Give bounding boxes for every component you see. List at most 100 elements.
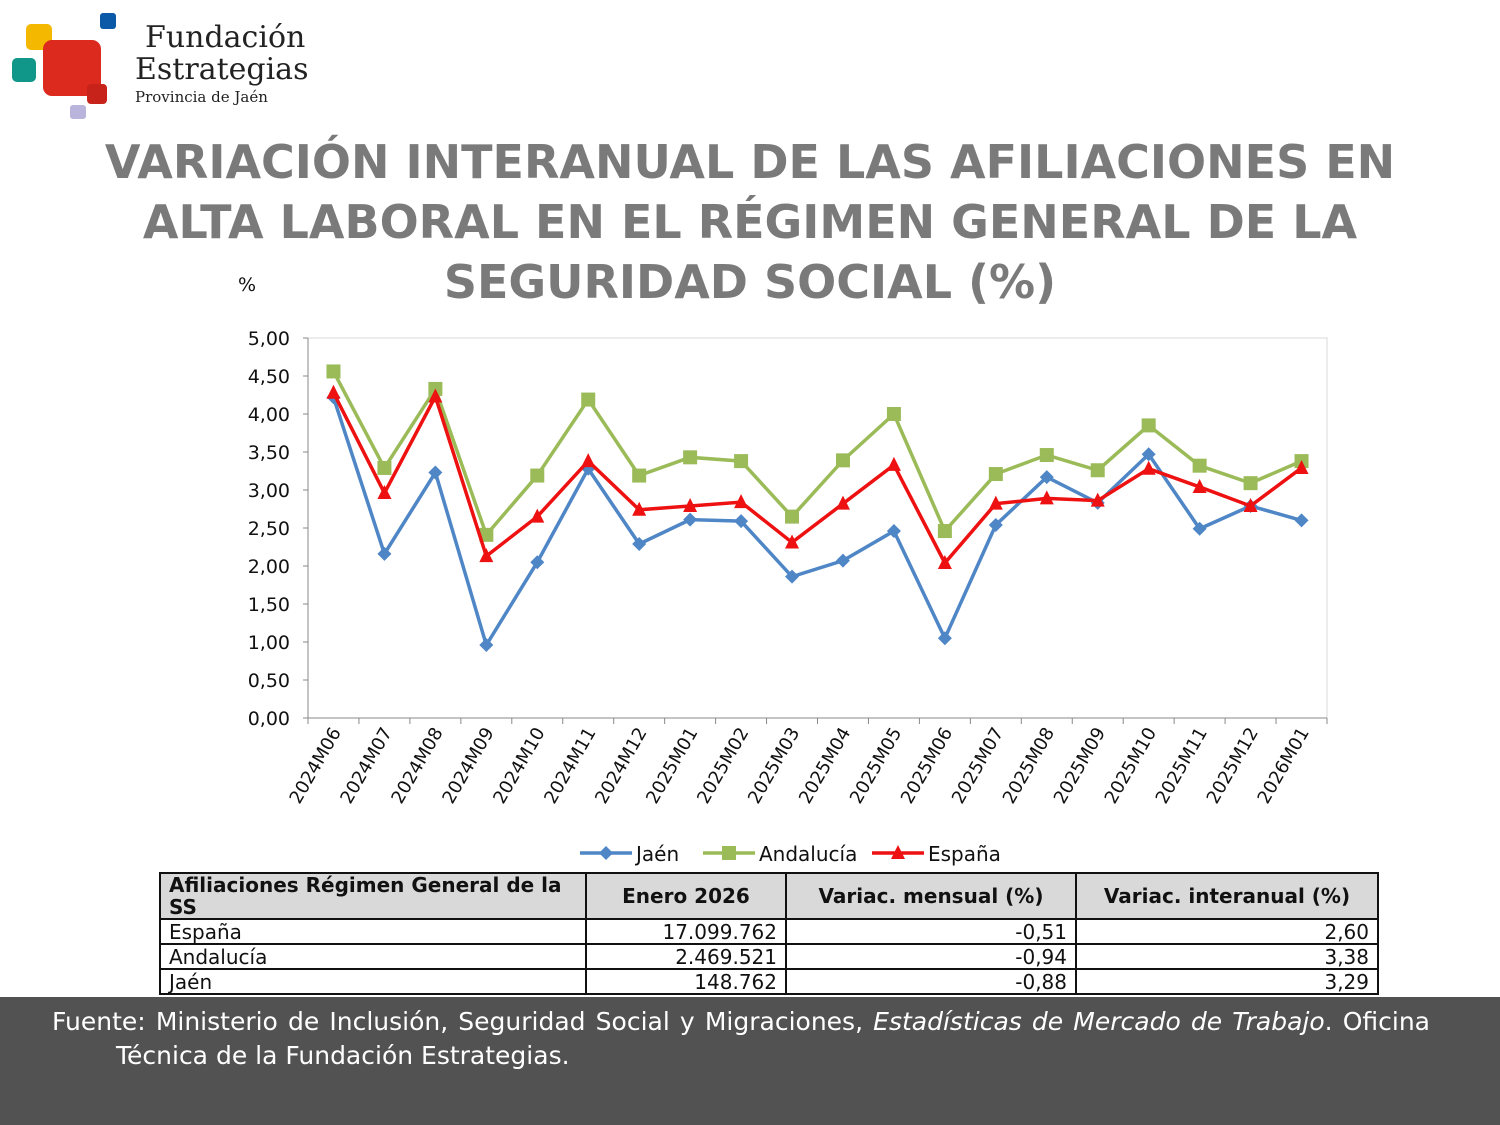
data-point-jaen	[988, 517, 1003, 532]
data-point-espana	[734, 494, 749, 509]
logo: Fundación Estrategias Provincia de Jaén	[10, 10, 310, 122]
data-point-espana	[683, 497, 698, 512]
data-point-jaen	[886, 524, 901, 539]
table-header-row: Afiliaciones Régimen General de la SS En…	[159, 872, 1379, 920]
source-suffix: . Oficina	[1324, 1007, 1430, 1036]
data-point-espana	[1243, 497, 1258, 512]
data-point-espana	[886, 456, 901, 471]
data-point-andalucia	[988, 467, 1003, 482]
table-row: Jaén 148.762 -0,88 3,29	[159, 968, 1379, 995]
data-point-espana	[479, 548, 494, 563]
cell: 17.099.762	[585, 918, 787, 945]
header-cell: Afiliaciones Régimen General de la SS	[159, 872, 587, 920]
data-point-espana	[937, 554, 952, 569]
data-point-andalucia	[886, 407, 901, 421]
legend-marker-jaen	[599, 846, 613, 860]
data-point-espana	[835, 495, 850, 510]
cell: 3,38	[1075, 943, 1379, 970]
data-point-espana	[428, 388, 443, 403]
data-point-andalucia	[785, 509, 800, 524]
data-point-espana	[377, 485, 392, 500]
data-point-jaen	[785, 569, 800, 584]
cell: -0,94	[785, 943, 1077, 970]
data-point-jaen	[1039, 470, 1054, 485]
data-point-jaen	[835, 553, 850, 568]
logo-line1: Fundación	[145, 20, 306, 55]
data-point-espana	[1090, 492, 1105, 507]
series-line-andalucia	[331, 370, 1303, 539]
y-tick-label: 1,50	[248, 594, 290, 616]
data-point-andalucia	[1090, 463, 1105, 478]
data-point-jaen	[683, 512, 698, 527]
series-line-jaen	[331, 396, 1303, 650]
source-title: Estadísticas de Mercado de Trabajo	[873, 1007, 1325, 1036]
data-point-andalucia	[1141, 418, 1156, 433]
cell: Jaén	[159, 968, 587, 995]
legend-label-andalucia: Andalucía	[759, 842, 857, 866]
data-point-andalucia	[632, 468, 647, 483]
y-tick-label: 2,50	[248, 518, 290, 540]
logo-line3: Provincia de Jaén	[135, 88, 268, 106]
header-cell: Variac. interanual (%)	[1075, 872, 1379, 920]
data-point-jaen	[632, 536, 647, 551]
y-tick-label: 3,50	[248, 442, 290, 464]
data-point-andalucia	[1243, 476, 1258, 491]
source-line2: Técnica de la Fundación Estrategias.	[116, 1041, 570, 1070]
y-tick-label: 2,00	[248, 556, 290, 578]
legend-marker-espana	[891, 845, 905, 859]
header-cell: Enero 2026	[585, 872, 787, 920]
cell: 3,29	[1075, 968, 1379, 995]
data-point-andalucia	[377, 460, 392, 475]
y-tick-label: 1,00	[248, 632, 290, 654]
cell: Andalucía	[159, 943, 587, 970]
data-point-espana	[1141, 460, 1156, 475]
header-cell: Variac. mensual (%)	[785, 872, 1077, 920]
plot-area	[307, 337, 1328, 719]
data-point-jaen	[734, 514, 749, 529]
cell: España	[159, 918, 587, 945]
data-point-espana	[1039, 490, 1054, 505]
data-point-jaen	[1192, 521, 1207, 536]
data-point-andalucia	[835, 453, 850, 468]
line-chart: 0,00 0,50 1,00 1,50 2,00 2,50 3,00 3,50 4,00 4,50…	[248, 328, 1328, 866]
data-point-jaen	[1141, 447, 1156, 462]
data-point-andalucia	[1039, 448, 1054, 463]
data-point-jaen	[428, 465, 443, 480]
data-point-andalucia	[581, 392, 596, 407]
data-point-espana	[785, 534, 800, 549]
data-point-andalucia	[1192, 458, 1207, 473]
cell: 2,60	[1075, 918, 1379, 945]
page-title: VARIACIÓN INTERANUAL DE LAS AFILIACIONES…	[104, 135, 1396, 309]
legend-label-jaen: Jaén	[634, 842, 679, 866]
table-row: Andalucía 2.469.521 -0,94 3,38	[159, 943, 1379, 970]
data-point-espana	[1192, 478, 1207, 493]
data-point-jaen	[479, 638, 494, 653]
y-tick-label: 4,50	[248, 366, 290, 388]
data-point-andalucia	[734, 454, 749, 469]
cell: -0,51	[785, 918, 1077, 945]
summary-table: Afiliaciones Régimen General de la SS En…	[159, 872, 1379, 995]
data-point-andalucia	[326, 364, 341, 379]
y-tick-label: 4,00	[248, 404, 290, 426]
series-line-espana	[331, 391, 1303, 567]
y-tick-label: 0,00	[248, 708, 290, 730]
cell: -0,88	[785, 968, 1077, 995]
data-point-jaen	[530, 555, 545, 570]
data-point-andalucia	[479, 527, 494, 542]
data-point-espana	[326, 384, 341, 399]
source-footer: Fuente: Ministerio de Inclusión, Segurid…	[0, 997, 1500, 1125]
y-axis-label: %	[238, 274, 257, 296]
data-point-andalucia	[937, 524, 952, 539]
table-row: España 17.099.762 -0,51 2,60	[159, 918, 1379, 945]
data-point-jaen	[1294, 513, 1309, 528]
data-point-jaen	[937, 631, 952, 646]
cell: 2.469.521	[585, 943, 787, 970]
legend-label-espana: España	[928, 842, 1001, 866]
data-point-espana	[1294, 459, 1309, 474]
logo-line2: Estrategias	[135, 52, 309, 87]
y-tick-label: 3,00	[248, 480, 290, 502]
legend-marker-andalucia	[722, 846, 736, 860]
source-prefix: Fuente: Ministerio de Inclusión, Segurid…	[52, 1007, 864, 1036]
data-point-andalucia	[530, 468, 545, 483]
x-tick-label: 2026M01	[1254, 724, 1314, 807]
